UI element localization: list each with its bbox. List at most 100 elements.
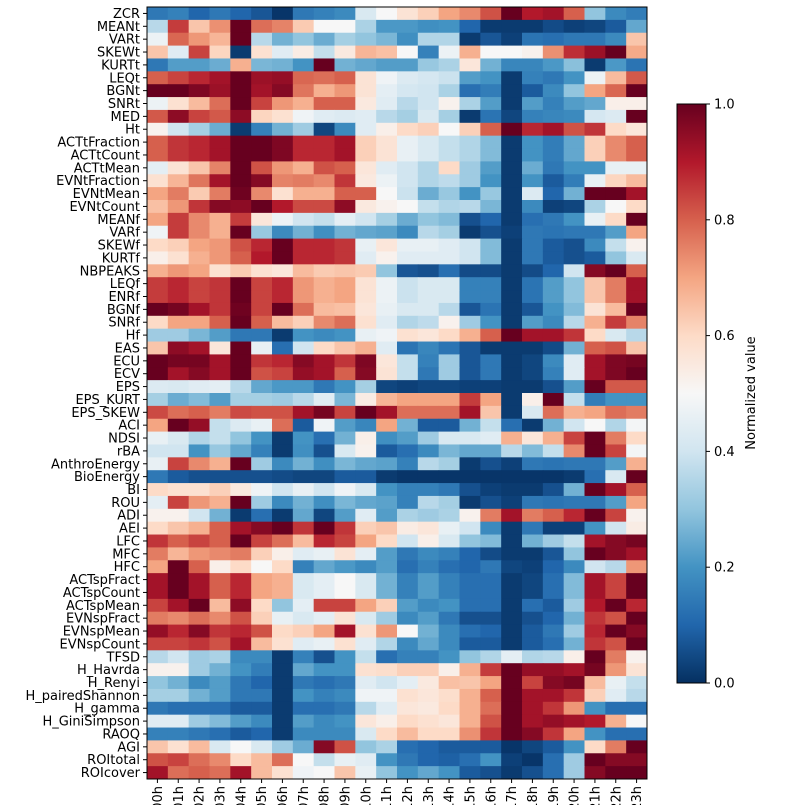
- heatmap-cell: [563, 508, 585, 523]
- heatmap-cell: [605, 161, 627, 175]
- heatmap-cell: [313, 701, 335, 716]
- heatmap-cell: [292, 701, 315, 716]
- heatmap-cell: [209, 727, 231, 741]
- heatmap-cell: [313, 444, 335, 458]
- heatmap-cell: [334, 598, 356, 613]
- heatmap-cell: [188, 586, 210, 600]
- heatmap-cell: [417, 212, 440, 227]
- heatmap-cell: [542, 84, 565, 98]
- heatmap-cell: [605, 328, 627, 343]
- heatmap-cell: [188, 676, 210, 690]
- heatmap-cell: [355, 148, 377, 162]
- heatmap-cell: [522, 315, 544, 330]
- heatmap-cell: [417, 174, 440, 188]
- heatmap-cell: [167, 470, 190, 484]
- heatmap-cell: [397, 161, 419, 175]
- heatmap-cell: [167, 238, 190, 252]
- heatmap-cell: [397, 663, 419, 677]
- heatmap-cell: [459, 650, 481, 664]
- heatmap-cell: [438, 380, 460, 394]
- heatmap-cell: [522, 32, 544, 47]
- heatmap-cell: [147, 380, 169, 394]
- heatmap-cell: [397, 290, 419, 304]
- heatmap-cell: [167, 753, 190, 767]
- heatmap-cell: [188, 740, 210, 754]
- heatmap-cell: [209, 650, 231, 664]
- heatmap-cell: [209, 97, 231, 111]
- heatmap-cell: [167, 727, 190, 741]
- heatmap-cell: [167, 148, 190, 162]
- heatmap-cell: [480, 495, 502, 510]
- heatmap-cell: [563, 7, 585, 21]
- heatmap-cell: [563, 290, 585, 304]
- heatmap-cell: [376, 753, 398, 767]
- heatmap-cell: [563, 161, 585, 175]
- heatmap-cell: [251, 200, 273, 214]
- heatmap-cell: [147, 547, 169, 561]
- heatmap-cell: [355, 45, 377, 59]
- heatmap-cell: [438, 457, 460, 471]
- heatmap-cell: [501, 740, 523, 754]
- heatmap-cell: [417, 277, 440, 291]
- heatmap-cell: [626, 753, 648, 767]
- heatmap-cell: [480, 264, 502, 278]
- heatmap-cell: [501, 753, 523, 767]
- heatmap-cell: [292, 740, 315, 754]
- heatmap-cell: [459, 354, 481, 368]
- heatmap-cell: [438, 534, 460, 548]
- heatmap-cell: [167, 328, 190, 343]
- heatmap-cell: [147, 418, 169, 433]
- heatmap-cell: [605, 547, 627, 561]
- heatmap-cell: [563, 650, 585, 664]
- heatmap-cell: [397, 766, 419, 780]
- heatmap-cell: [417, 727, 440, 741]
- heatmap-cell: [376, 302, 398, 317]
- heatmap-cell: [167, 71, 190, 85]
- heatmap-cell: [147, 290, 169, 304]
- heatmap-cell: [459, 264, 481, 278]
- heatmap-cell: [167, 405, 190, 420]
- heatmap-cell: [563, 701, 585, 716]
- heatmap-cell: [480, 444, 502, 458]
- heatmap-cell: [355, 58, 377, 72]
- heatmap-cell: [563, 470, 585, 484]
- heatmap-cell: [501, 611, 523, 626]
- heatmap-cell: [355, 611, 377, 626]
- heatmap-cell: [542, 650, 565, 664]
- heatmap-cell: [584, 71, 606, 85]
- heatmap-cell: [251, 225, 273, 240]
- heatmap-cell: [626, 19, 648, 34]
- heatmap-cell: [605, 354, 627, 368]
- heatmap-cell: [209, 315, 231, 330]
- heatmap-cell: [230, 637, 252, 651]
- heatmap-cell: [313, 32, 335, 47]
- heatmap-cell: [584, 547, 606, 561]
- heatmap-cell: [584, 238, 606, 252]
- heatmap-cell: [584, 122, 606, 137]
- y-tick-label: EPS: [116, 380, 140, 395]
- heatmap-cell: [501, 663, 523, 677]
- heatmap-cell: [334, 663, 356, 677]
- heatmap-cell: [334, 97, 356, 111]
- heatmap-cell: [522, 508, 544, 523]
- heatmap-cell: [376, 663, 398, 677]
- heatmap-cell: [334, 508, 356, 523]
- heatmap-cell: [397, 45, 419, 59]
- heatmap-cell: [438, 547, 460, 561]
- heatmap-cell: [459, 727, 481, 741]
- heatmap-cell: [417, 688, 440, 703]
- heatmap-cell: [376, 611, 398, 626]
- heatmap-cell: [501, 7, 523, 21]
- heatmap-cell: [626, 148, 648, 162]
- heatmap-cell: [605, 148, 627, 162]
- heatmap-cell: [438, 766, 460, 780]
- heatmap-cell: [313, 367, 335, 381]
- heatmap-cell: [438, 315, 460, 330]
- heatmap-cell: [313, 521, 335, 536]
- heatmap-cell: [251, 624, 273, 638]
- heatmap-cell: [542, 238, 565, 252]
- heatmap-cell: [438, 521, 460, 536]
- heatmap-cell: [167, 483, 190, 497]
- heatmap-cell: [313, 663, 335, 677]
- heatmap-cell: [209, 547, 231, 561]
